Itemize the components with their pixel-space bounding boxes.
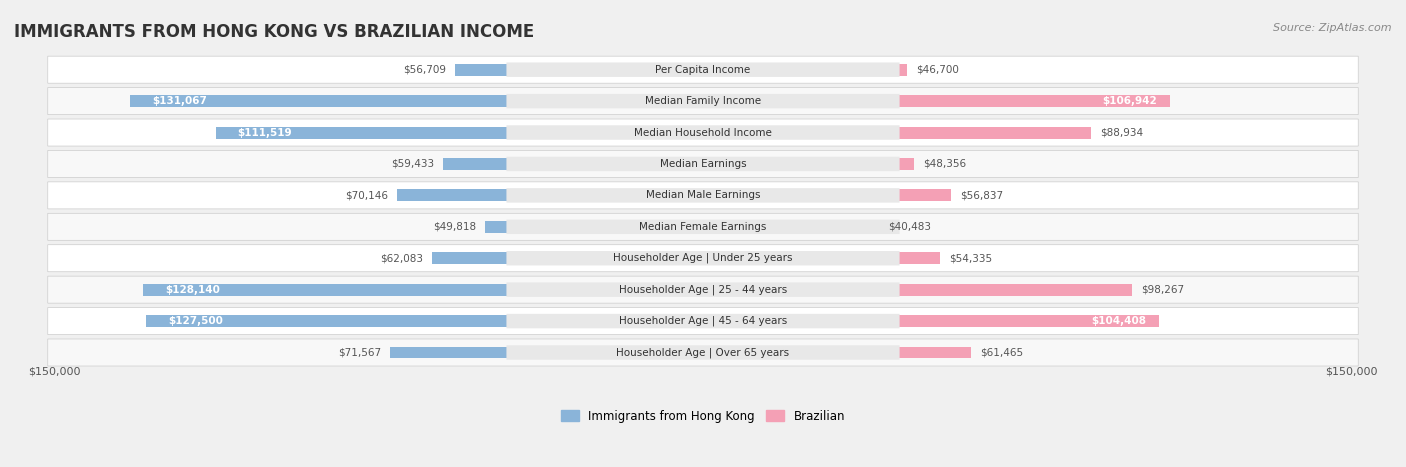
- Text: Householder Age | Under 25 years: Householder Age | Under 25 years: [613, 253, 793, 263]
- Text: $56,709: $56,709: [404, 65, 447, 75]
- Text: $98,267: $98,267: [1142, 285, 1184, 295]
- Text: $59,433: $59,433: [391, 159, 434, 169]
- Bar: [432, 252, 703, 264]
- Bar: [703, 95, 1170, 107]
- Bar: [703, 315, 1159, 327]
- FancyBboxPatch shape: [48, 182, 1358, 209]
- Text: Median Family Income: Median Family Income: [645, 96, 761, 106]
- Text: $128,140: $128,140: [165, 285, 219, 295]
- FancyBboxPatch shape: [506, 125, 900, 140]
- Bar: [703, 252, 941, 264]
- Bar: [703, 221, 880, 233]
- FancyBboxPatch shape: [48, 88, 1358, 114]
- Bar: [703, 158, 914, 170]
- FancyBboxPatch shape: [48, 308, 1358, 334]
- FancyBboxPatch shape: [506, 251, 900, 265]
- Text: $150,000: $150,000: [1326, 367, 1378, 377]
- FancyBboxPatch shape: [48, 245, 1358, 272]
- Text: Householder Age | Over 65 years: Householder Age | Over 65 years: [616, 347, 790, 358]
- Bar: [391, 347, 703, 359]
- Bar: [703, 283, 1132, 296]
- Bar: [703, 64, 907, 76]
- FancyBboxPatch shape: [48, 56, 1358, 83]
- FancyBboxPatch shape: [48, 276, 1358, 303]
- Text: Householder Age | 25 - 44 years: Householder Age | 25 - 44 years: [619, 284, 787, 295]
- Text: Per Capita Income: Per Capita Income: [655, 65, 751, 75]
- Bar: [146, 315, 703, 327]
- Bar: [396, 190, 703, 201]
- Text: $104,408: $104,408: [1091, 316, 1146, 326]
- Bar: [703, 190, 952, 201]
- Bar: [217, 127, 703, 139]
- Text: $46,700: $46,700: [915, 65, 959, 75]
- Text: Median Household Income: Median Household Income: [634, 127, 772, 138]
- Text: $106,942: $106,942: [1102, 96, 1157, 106]
- Text: Median Female Earnings: Median Female Earnings: [640, 222, 766, 232]
- Legend: Immigrants from Hong Kong, Brazilian: Immigrants from Hong Kong, Brazilian: [557, 405, 849, 427]
- Text: $62,083: $62,083: [380, 253, 423, 263]
- Bar: [485, 221, 703, 233]
- Bar: [456, 64, 703, 76]
- Bar: [703, 347, 972, 359]
- Text: $71,567: $71,567: [339, 347, 381, 358]
- Text: $61,465: $61,465: [980, 347, 1024, 358]
- FancyBboxPatch shape: [506, 157, 900, 171]
- FancyBboxPatch shape: [48, 213, 1358, 241]
- Text: $131,067: $131,067: [152, 96, 207, 106]
- Text: $88,934: $88,934: [1101, 127, 1143, 138]
- Text: $54,335: $54,335: [949, 253, 993, 263]
- FancyBboxPatch shape: [48, 119, 1358, 146]
- FancyBboxPatch shape: [506, 188, 900, 203]
- FancyBboxPatch shape: [48, 339, 1358, 366]
- FancyBboxPatch shape: [506, 94, 900, 108]
- Text: $127,500: $127,500: [167, 316, 222, 326]
- FancyBboxPatch shape: [48, 150, 1358, 177]
- Text: Median Male Earnings: Median Male Earnings: [645, 191, 761, 200]
- Text: $40,483: $40,483: [889, 222, 932, 232]
- FancyBboxPatch shape: [506, 345, 900, 360]
- Text: $49,818: $49,818: [433, 222, 477, 232]
- FancyBboxPatch shape: [506, 219, 900, 234]
- Text: $48,356: $48,356: [922, 159, 966, 169]
- Bar: [703, 127, 1091, 139]
- FancyBboxPatch shape: [506, 63, 900, 77]
- FancyBboxPatch shape: [506, 314, 900, 328]
- Text: $70,146: $70,146: [344, 191, 388, 200]
- Bar: [443, 158, 703, 170]
- Text: $56,837: $56,837: [960, 191, 1002, 200]
- Text: Median Earnings: Median Earnings: [659, 159, 747, 169]
- Bar: [143, 283, 703, 296]
- Text: $150,000: $150,000: [28, 367, 80, 377]
- Text: IMMIGRANTS FROM HONG KONG VS BRAZILIAN INCOME: IMMIGRANTS FROM HONG KONG VS BRAZILIAN I…: [14, 23, 534, 42]
- Text: Source: ZipAtlas.com: Source: ZipAtlas.com: [1274, 23, 1392, 33]
- FancyBboxPatch shape: [506, 283, 900, 297]
- Text: $111,519: $111,519: [238, 127, 292, 138]
- Bar: [131, 95, 703, 107]
- Text: Householder Age | 45 - 64 years: Householder Age | 45 - 64 years: [619, 316, 787, 326]
